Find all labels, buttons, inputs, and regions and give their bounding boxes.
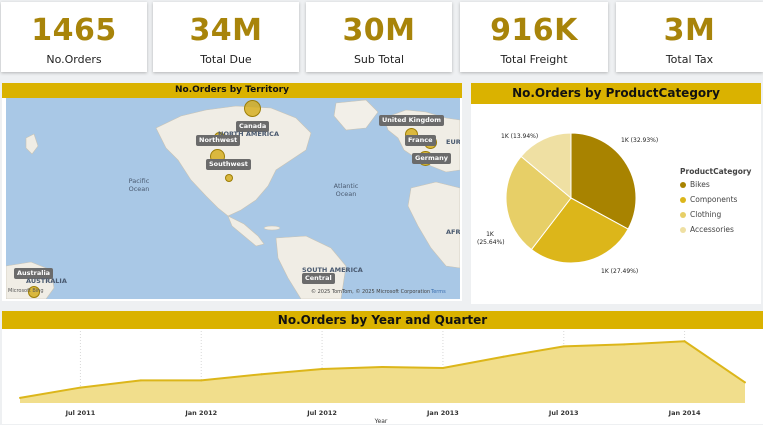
bubble-central[interactable] bbox=[225, 174, 233, 182]
pie-slice-clothing[interactable] bbox=[505, 155, 572, 251]
legend-item-accessories[interactable]: Accessories bbox=[680, 225, 734, 234]
legend-label: Clothing bbox=[690, 210, 722, 219]
pie-title: No.Orders by ProductCategory bbox=[471, 83, 761, 104]
data-point[interactable] bbox=[139, 379, 142, 382]
legend-swatch bbox=[680, 227, 686, 233]
x-tick-label: Jul 2011 bbox=[65, 409, 96, 417]
x-tick-label: Jan 2013 bbox=[427, 409, 459, 417]
slice-label-accessories: 1K (13.94%) bbox=[501, 133, 539, 140]
data-point[interactable] bbox=[744, 381, 746, 384]
pie-slice-accessories[interactable] bbox=[520, 132, 572, 200]
legend-item-components[interactable]: Components bbox=[680, 195, 737, 204]
region-label-south-america: SOUTH AMERICA bbox=[302, 266, 363, 274]
x-tick-label: Jul 2012 bbox=[307, 409, 337, 417]
pie-slice-bikes[interactable] bbox=[570, 132, 637, 230]
bing-logo: Microsoft Bing bbox=[8, 288, 44, 294]
territory-label-france: France bbox=[405, 135, 436, 146]
pie-slice-components[interactable] bbox=[530, 197, 629, 264]
kpi-value: 34M bbox=[189, 13, 263, 48]
territory-label-southwest: Southwest bbox=[206, 159, 251, 170]
map-land-shapes bbox=[6, 99, 460, 299]
territory-map[interactable]: Canada NORTH AMERICA Northwest Southwest… bbox=[6, 98, 460, 299]
territory-label-united-kingdom: United Kingdom bbox=[379, 115, 445, 126]
map-title: No.Orders by Territory bbox=[2, 83, 462, 98]
product-category-panel: No.Orders by ProductCategory 1K (32.93%)… bbox=[471, 83, 761, 304]
ocean-label-atlantic: Atlantic Ocean bbox=[333, 182, 359, 198]
territory-label-australia: Australia bbox=[14, 268, 54, 279]
kpi-card-total-freight: 916K Total Freight bbox=[460, 2, 608, 72]
kpi-value: 916K bbox=[490, 13, 578, 48]
kpi-value: 1465 bbox=[31, 13, 117, 48]
data-point[interactable] bbox=[321, 368, 324, 371]
x-tick-label: Jul 2013 bbox=[548, 409, 579, 417]
area-chart[interactable] bbox=[2, 329, 763, 414]
legend-item-clothing[interactable]: Clothing bbox=[680, 210, 721, 219]
territory-label-central: Central bbox=[302, 273, 335, 284]
data-point[interactable] bbox=[19, 396, 21, 399]
slice-label-bikes: 1K (32.93%) bbox=[621, 137, 659, 144]
kpi-card-total-tax: 3M Total Tax bbox=[616, 2, 763, 72]
region-label-africa: AFRI bbox=[446, 228, 460, 236]
kpi-value: 30M bbox=[342, 13, 416, 48]
kpi-value: 3M bbox=[663, 13, 716, 48]
x-tick-label: Jan 2014 bbox=[668, 409, 701, 417]
territory-label-canada: Canada bbox=[236, 121, 270, 132]
line-title: No.Orders by Year and Quarter bbox=[2, 311, 763, 329]
kpi-label: Total Freight bbox=[500, 53, 568, 66]
legend-title: ProductCategory bbox=[680, 167, 752, 176]
bubble-australia[interactable] bbox=[28, 286, 40, 298]
kpi-card-orders: 1465 No.Orders bbox=[1, 2, 147, 72]
x-tick-label: Jan 2012 bbox=[185, 409, 218, 417]
pie-chart[interactable] bbox=[501, 128, 641, 268]
kpi-label: Sub Total bbox=[353, 53, 405, 66]
legend-label: Components bbox=[690, 195, 738, 204]
data-point[interactable] bbox=[562, 345, 565, 348]
territory-label-northwest: Northwest bbox=[196, 135, 241, 146]
legend-item-bikes[interactable]: Bikes bbox=[680, 180, 710, 189]
data-point[interactable] bbox=[502, 355, 505, 358]
map-terms-link[interactable]: Terms bbox=[431, 289, 446, 295]
data-point[interactable] bbox=[623, 343, 626, 346]
ocean-label-pacific: Pacific Ocean bbox=[128, 177, 150, 193]
legend-swatch bbox=[680, 212, 686, 218]
territory-label-germany: Germany bbox=[412, 153, 451, 164]
area-fill bbox=[20, 341, 745, 403]
data-point[interactable] bbox=[200, 379, 203, 382]
data-point[interactable] bbox=[441, 367, 444, 370]
legend-label: Accessories bbox=[690, 225, 734, 234]
data-point[interactable] bbox=[260, 373, 263, 376]
territory-map-panel: No.Orders by Territory bbox=[2, 83, 462, 301]
region-label-north-america: NORTH AMERICA bbox=[218, 130, 279, 138]
data-point[interactable] bbox=[381, 366, 384, 368]
x-axis-title: Year bbox=[374, 418, 388, 425]
data-point[interactable] bbox=[683, 340, 686, 343]
map-attribution: © 2025 TomTom, © 2025 Microsoft Corporat… bbox=[311, 289, 431, 295]
kpi-label: Total Due bbox=[200, 53, 252, 66]
slice-label-components: 1K (27.49%) bbox=[601, 268, 639, 275]
legend-swatch bbox=[680, 182, 686, 188]
region-label-australia: AUSTRALIA bbox=[26, 277, 67, 285]
kpi-label: No.Orders bbox=[46, 53, 102, 66]
bubble-canada[interactable] bbox=[244, 100, 261, 117]
kpi-card-sub-total: 30M Sub Total bbox=[306, 2, 452, 72]
slice-label-clothing: 1K (25.64%) bbox=[477, 231, 505, 246]
legend-label: Bikes bbox=[690, 180, 710, 189]
data-point[interactable] bbox=[79, 386, 82, 389]
kpi-card-total-due: 34M Total Due bbox=[153, 2, 299, 72]
region-label-europe: EURO bbox=[446, 138, 460, 146]
kpi-label: Total Tax bbox=[665, 53, 714, 66]
orders-by-quarter-panel: No.Orders by Year and Quarter Jul 2011 Ja… bbox=[2, 311, 763, 425]
legend-swatch bbox=[680, 197, 686, 203]
